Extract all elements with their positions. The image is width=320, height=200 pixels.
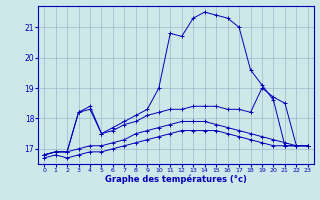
X-axis label: Graphe des températures (°c): Graphe des températures (°c): [105, 175, 247, 184]
